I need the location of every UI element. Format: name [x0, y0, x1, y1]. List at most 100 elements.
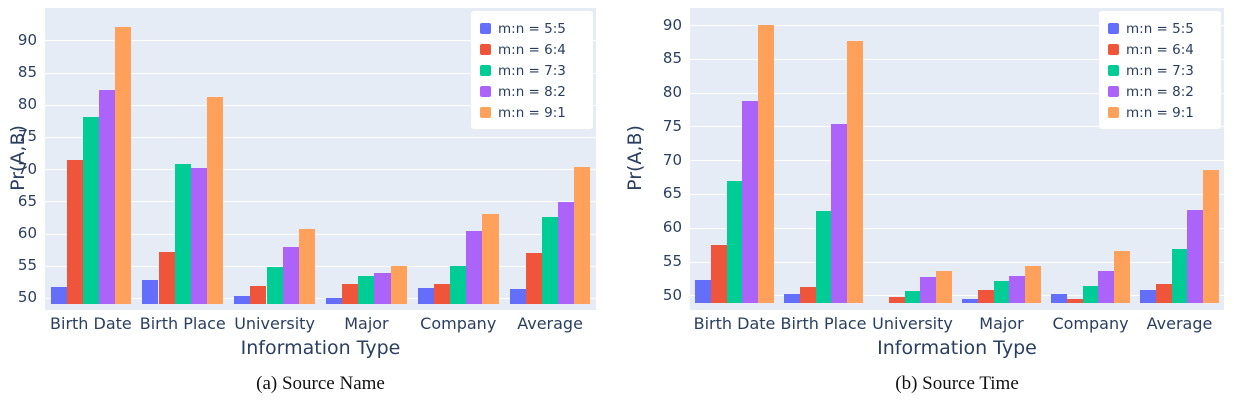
bar-company-series-4	[1098, 271, 1114, 303]
legend-swatch-icon	[1108, 65, 1119, 76]
legend-item: m:n = 5:5	[1108, 18, 1212, 39]
x-tick-label: University	[234, 314, 315, 333]
bar-birth-place-series-5	[206, 96, 224, 304]
gridline-y-80	[690, 92, 1224, 94]
legend-item: m:n = 6:4	[480, 39, 584, 60]
bar-average-series-1	[509, 289, 526, 304]
subfigure-caption: (a) Source Name	[256, 373, 385, 394]
bar-major-series-3	[358, 275, 375, 304]
x-tick-label: Birth Date	[50, 314, 132, 333]
x-tick-label: Birth Place	[139, 314, 226, 333]
legend-label: m:n = 8:2	[498, 83, 566, 100]
bar-birth-date-series-3	[726, 180, 743, 303]
legend-item: m:n = 8:2	[480, 81, 584, 102]
gridline-y-50	[690, 295, 1224, 297]
y-tick-label: 55	[662, 252, 682, 271]
bar-university-series-4	[920, 276, 936, 303]
bar-birth-date-series-1	[50, 286, 67, 304]
legend-item: m:n = 7:3	[1108, 60, 1212, 81]
subfigure-caption: (b) Source Time	[895, 373, 1019, 394]
gridline-y-80	[45, 104, 596, 106]
y-tick-label: 85	[662, 49, 682, 68]
gridline-y-65	[45, 201, 596, 203]
legend-swatch-icon	[1108, 23, 1119, 34]
y-tick-label: 70	[17, 159, 37, 178]
bar-major-series-5	[390, 265, 407, 304]
bar-university-series-3	[904, 291, 921, 303]
bar-birth-place-series-5	[846, 41, 863, 303]
x-tick-label: Birth Place	[780, 314, 867, 333]
legend-label: m:n = 5:5	[498, 20, 566, 37]
bar-university-series-1	[234, 295, 251, 304]
legend-item: m:n = 7:3	[480, 60, 584, 81]
gridline-y-60	[690, 227, 1224, 229]
bar-major-series-2	[342, 283, 359, 304]
bar-birth-place-series-2	[800, 287, 816, 303]
bar-birth-date-series-5	[757, 24, 774, 303]
y-tick-label: 50	[662, 285, 682, 304]
bar-average-series-5	[574, 167, 591, 304]
bar-birth-place-series-1	[142, 279, 159, 304]
x-tick-label: Major	[979, 314, 1024, 333]
bar-company-series-5	[1113, 250, 1130, 303]
bar-average-series-1	[1140, 289, 1156, 303]
legend-label: m:n = 9:1	[498, 104, 566, 121]
chart-source-name: Pr(A,B) Information Type (a) Source Name…	[7, 8, 596, 394]
bar-birth-date-series-5	[115, 26, 132, 304]
legend-swatch-icon	[1108, 86, 1119, 97]
bar-university-series-2	[250, 285, 267, 304]
gridline-y-50	[45, 297, 596, 299]
legend-label: m:n = 5:5	[1126, 20, 1194, 37]
bar-birth-date-series-1	[695, 279, 711, 303]
legend-label: m:n = 7:3	[1126, 62, 1194, 79]
x-tick-label: University	[872, 314, 953, 333]
bar-average-series-5	[1202, 170, 1219, 303]
y-tick-label: 60	[662, 218, 682, 237]
legend-item: m:n = 5:5	[480, 18, 584, 39]
y-tick-label: 70	[662, 150, 682, 169]
gridline-y-60	[45, 233, 596, 235]
bar-average-series-4	[558, 201, 575, 304]
bar-company-series-1	[1051, 293, 1067, 303]
x-tick-label: Major	[344, 314, 389, 333]
legend-swatch-icon	[480, 44, 491, 55]
gridline-y-90	[45, 40, 596, 42]
bar-major-series-1	[962, 298, 978, 303]
x-tick-label: Company	[420, 314, 497, 333]
legend-swatch-icon	[480, 107, 491, 118]
gridline-y-75	[45, 136, 596, 138]
gridline-y-85	[45, 72, 596, 74]
bar-birth-date-series-3	[82, 116, 99, 304]
y-tick-label: 65	[17, 191, 37, 210]
gridline-y-65	[690, 193, 1224, 195]
legend-item: m:n = 8:2	[1108, 81, 1212, 102]
bar-birth-date-series-4	[98, 89, 116, 304]
bar-birth-place-series-1	[784, 294, 800, 303]
gridline-y-85	[690, 58, 1224, 60]
y-tick-label: 55	[17, 256, 37, 275]
bar-university-series-2	[889, 297, 905, 303]
y-tick-label: 85	[17, 63, 37, 82]
bar-company-series-3	[450, 265, 467, 304]
bar-university-series-4	[282, 246, 299, 304]
bar-birth-place-series-3	[815, 211, 832, 303]
y-tick-label: 75	[17, 127, 37, 146]
bar-company-series-3	[1082, 285, 1099, 303]
y-tick-label: 65	[662, 184, 682, 203]
gridline-y-70	[690, 160, 1224, 162]
x-tick-label: Birth Date	[693, 314, 776, 333]
legend: m:n = 5:5 m:n = 6:4 m:n = 7:3 m:n = 8:2 m:n …	[1099, 11, 1221, 129]
legend-swatch-icon	[1108, 44, 1119, 55]
bar-university-series-5	[298, 228, 315, 304]
y-tick-label: 90	[662, 15, 682, 34]
legend-swatch-icon	[480, 65, 491, 76]
bar-university-series-3	[266, 266, 283, 304]
bar-average-series-4	[1187, 210, 1203, 303]
bar-birth-place-series-2	[158, 252, 175, 304]
gridline-y-70	[45, 169, 596, 171]
legend-item: m:n = 6:4	[1108, 39, 1212, 60]
legend-label: m:n = 8:2	[1126, 83, 1194, 100]
bar-major-series-5	[1024, 266, 1041, 303]
bar-average-series-2	[1156, 284, 1172, 303]
x-tick-label: Company	[1052, 314, 1129, 333]
